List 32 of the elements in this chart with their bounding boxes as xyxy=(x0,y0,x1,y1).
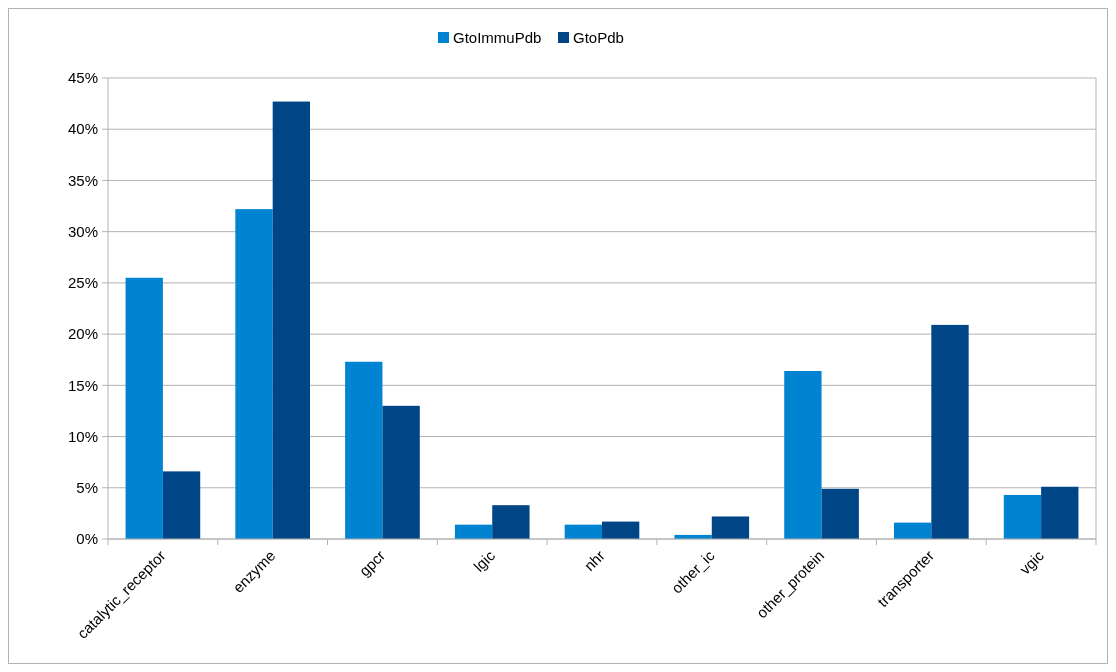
y-tick-label: 10% xyxy=(67,427,98,445)
y-tick-label: 15% xyxy=(67,376,98,394)
x-tick-label: lgic xyxy=(470,546,499,575)
bar xyxy=(345,361,383,539)
bar xyxy=(454,524,493,539)
legend-label: GtoPdb xyxy=(573,29,624,47)
y-tick-label: 5% xyxy=(76,479,98,497)
bar xyxy=(162,471,201,539)
bar xyxy=(382,405,420,539)
bar xyxy=(894,522,932,539)
y-tick-label: 25% xyxy=(67,274,98,292)
x-tick-label: nhr xyxy=(580,546,608,575)
bar xyxy=(125,277,163,539)
bar xyxy=(1003,494,1042,539)
y-tick-label: 0% xyxy=(76,530,98,548)
y-tick-label: 35% xyxy=(67,171,98,189)
y-tick-label: 45% xyxy=(67,69,98,87)
bar xyxy=(564,524,602,539)
y-tick-label: 40% xyxy=(67,120,98,138)
bar xyxy=(235,209,273,539)
bar xyxy=(711,516,750,539)
y-tick-label: 30% xyxy=(67,222,98,240)
bar xyxy=(492,505,530,539)
bar xyxy=(602,521,640,539)
bar xyxy=(931,324,969,539)
y-tick-label: 20% xyxy=(67,325,98,343)
bar xyxy=(272,101,310,539)
bar xyxy=(1041,486,1079,539)
bar xyxy=(784,370,822,539)
bar xyxy=(821,488,859,539)
x-tick-label: vgic xyxy=(1016,546,1048,578)
legend-label: GtoImmuPdb xyxy=(453,29,542,47)
